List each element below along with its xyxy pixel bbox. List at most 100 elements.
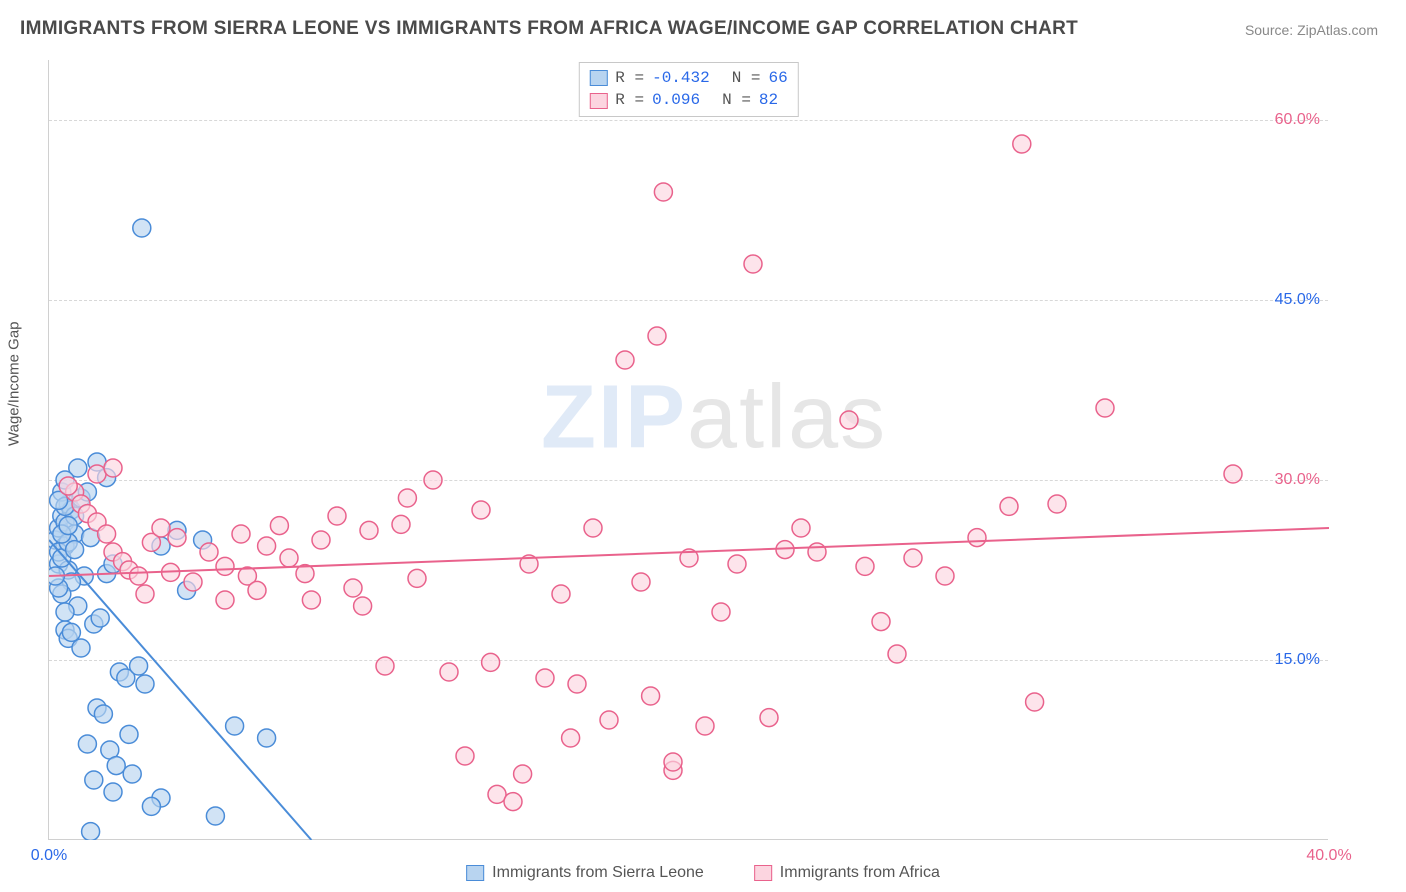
scatter-point-africa bbox=[360, 521, 378, 539]
scatter-point-sierra-leone bbox=[107, 757, 125, 775]
scatter-point-africa bbox=[744, 255, 762, 273]
scatter-point-sierra-leone bbox=[50, 491, 68, 509]
scatter-point-africa bbox=[514, 765, 532, 783]
scatter-point-sierra-leone bbox=[120, 725, 138, 743]
scatter-point-africa bbox=[216, 591, 234, 609]
scatter-point-africa bbox=[776, 541, 794, 559]
scatter-point-africa bbox=[696, 717, 714, 735]
stat-n-label: N = bbox=[732, 67, 761, 89]
scatter-point-africa bbox=[568, 675, 586, 693]
scatter-point-sierra-leone bbox=[50, 555, 68, 573]
trend-line-sierra-leone bbox=[49, 540, 311, 840]
legend-swatch bbox=[589, 70, 607, 86]
scatter-point-sierra-leone bbox=[62, 501, 80, 519]
scatter-point-africa bbox=[536, 669, 554, 687]
y-tick-label: 45.0% bbox=[1275, 291, 1320, 309]
scatter-point-sierra-leone bbox=[152, 537, 170, 555]
scatter-point-sierra-leone bbox=[133, 219, 151, 237]
scatter-point-africa bbox=[216, 557, 234, 575]
scatter-point-sierra-leone bbox=[66, 541, 84, 559]
scatter-point-africa bbox=[856, 557, 874, 575]
scatter-point-sierra-leone bbox=[258, 729, 276, 747]
scatter-point-sierra-leone bbox=[78, 483, 96, 501]
scatter-point-africa bbox=[142, 533, 160, 551]
legend-label: Immigrants from Sierra Leone bbox=[492, 864, 704, 882]
scatter-point-sierra-leone bbox=[206, 807, 224, 825]
scatter-point-sierra-leone bbox=[49, 531, 64, 549]
scatter-point-africa bbox=[200, 543, 218, 561]
scatter-point-africa bbox=[130, 567, 148, 585]
scatter-point-africa bbox=[648, 327, 666, 345]
y-tick-label: 60.0% bbox=[1275, 111, 1320, 129]
scatter-point-sierra-leone bbox=[194, 531, 212, 549]
scatter-point-sierra-leone bbox=[136, 675, 154, 693]
scatter-point-africa bbox=[1000, 497, 1018, 515]
scatter-point-africa bbox=[808, 543, 826, 561]
scatter-point-africa bbox=[184, 573, 202, 591]
legend-swatch bbox=[589, 93, 607, 109]
scatter-point-sierra-leone bbox=[62, 573, 80, 591]
scatter-point-sierra-leone bbox=[117, 669, 135, 687]
stats-row: R = 0.096N = 82 bbox=[589, 89, 787, 111]
stats-legend-box: R = -0.432N = 66R = 0.096N = 82 bbox=[578, 62, 798, 117]
stat-r-value: -0.432 bbox=[652, 67, 710, 89]
scatter-point-sierra-leone bbox=[123, 765, 141, 783]
scatter-point-sierra-leone bbox=[85, 771, 103, 789]
scatter-point-africa bbox=[120, 561, 138, 579]
scatter-point-africa bbox=[456, 747, 474, 765]
scatter-point-sierra-leone bbox=[88, 453, 106, 471]
scatter-point-africa bbox=[328, 507, 346, 525]
scatter-point-africa bbox=[504, 793, 522, 811]
scatter-point-africa bbox=[104, 459, 122, 477]
source-label: Source: ZipAtlas.com bbox=[1245, 22, 1378, 38]
scatter-point-africa bbox=[664, 753, 682, 771]
scatter-point-africa bbox=[712, 603, 730, 621]
watermark-zip: ZIP bbox=[541, 368, 687, 468]
watermark-atlas: atlas bbox=[687, 368, 887, 468]
legend-swatch bbox=[466, 865, 484, 881]
scatter-point-sierra-leone bbox=[59, 517, 77, 535]
scatter-point-africa bbox=[600, 711, 618, 729]
scatter-point-africa bbox=[728, 555, 746, 573]
scatter-point-sierra-leone bbox=[56, 513, 74, 531]
chart-svg bbox=[49, 60, 1329, 840]
scatter-point-africa bbox=[248, 581, 266, 599]
stats-row: R = -0.432N = 66 bbox=[589, 67, 787, 89]
scatter-point-africa bbox=[66, 483, 84, 501]
scatter-point-sierra-leone bbox=[152, 789, 170, 807]
scatter-point-africa bbox=[344, 579, 362, 597]
scatter-point-sierra-leone bbox=[69, 459, 87, 477]
scatter-point-sierra-leone bbox=[94, 705, 112, 723]
scatter-point-africa bbox=[520, 555, 538, 573]
legend-swatch bbox=[754, 865, 772, 881]
scatter-point-sierra-leone bbox=[75, 567, 93, 585]
scatter-point-sierra-leone bbox=[59, 561, 77, 579]
scatter-point-africa bbox=[238, 567, 256, 585]
scatter-point-sierra-leone bbox=[110, 663, 128, 681]
gridline bbox=[49, 480, 1328, 481]
scatter-point-africa bbox=[642, 687, 660, 705]
scatter-point-africa bbox=[792, 519, 810, 537]
scatter-point-africa bbox=[296, 565, 314, 583]
scatter-point-africa bbox=[616, 351, 634, 369]
scatter-point-africa bbox=[392, 515, 410, 533]
scatter-point-africa bbox=[760, 709, 778, 727]
trend-line-africa bbox=[49, 528, 1329, 576]
scatter-point-sierra-leone bbox=[142, 797, 160, 815]
scatter-point-africa bbox=[162, 563, 180, 581]
scatter-point-sierra-leone bbox=[62, 623, 80, 641]
stat-r-label: R = bbox=[615, 67, 644, 89]
scatter-point-africa bbox=[88, 513, 106, 531]
scatter-point-africa bbox=[872, 613, 890, 631]
scatter-point-africa bbox=[936, 567, 954, 585]
scatter-point-africa bbox=[114, 553, 132, 571]
x-tick-label: 0.0% bbox=[31, 847, 67, 865]
gridline bbox=[49, 660, 1328, 661]
scatter-point-africa bbox=[654, 183, 672, 201]
scatter-point-sierra-leone bbox=[226, 717, 244, 735]
scatter-point-africa bbox=[680, 549, 698, 567]
x-tick-label: 40.0% bbox=[1306, 847, 1351, 865]
stat-r-value: 0.096 bbox=[652, 89, 700, 111]
plot-area: R = -0.432N = 66R = 0.096N = 82 ZIPatlas… bbox=[48, 60, 1328, 840]
scatter-point-sierra-leone bbox=[72, 639, 90, 657]
